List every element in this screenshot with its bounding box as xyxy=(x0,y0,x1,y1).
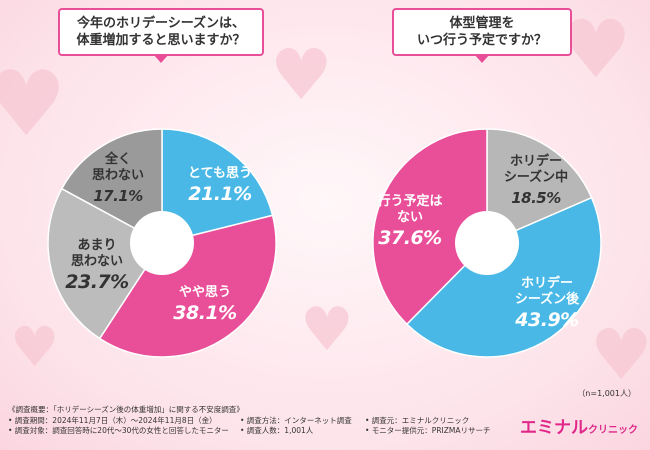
chart1-category-2-line-1: あまり xyxy=(77,238,117,253)
chart1-label-0: とても思う 21.1% xyxy=(188,166,252,206)
question-2-box: 体型管理を いつ行う予定ですか？ xyxy=(392,8,572,63)
chart1-category-0: とても思う xyxy=(188,166,252,181)
chart2-category-0-line-2: シーズン中 xyxy=(503,170,569,185)
question-1-line-1: 今年のホリデーシーズンは、 xyxy=(76,16,246,31)
chart1-label-2: あまり 思わない 23.7% xyxy=(65,238,129,294)
chart2-label-1: ホリデー シーズン後 43.9% xyxy=(515,276,579,332)
chart2-category-0-line-1: ホリデー xyxy=(509,154,563,169)
heart-decoration-icon: ♥ xyxy=(300,295,354,365)
question-1-box: 今年のホリデーシーズンは、 体重増加すると思いますか？ xyxy=(58,8,264,63)
note-target: • 調査対象：調査回答時に20代〜30代の女性と回答したモニター xyxy=(8,426,229,435)
note-count: • 調査人数：1,001人 xyxy=(240,426,314,435)
chart1-percent-0: 21.1% xyxy=(188,183,252,205)
chart1-label-3: 全く 思わない 17.1% xyxy=(92,152,144,208)
chart1-slice-3 xyxy=(60,128,163,245)
chart2-slice-2 xyxy=(372,128,488,326)
sample-size: （n=1,001人） xyxy=(577,389,636,398)
chart1-category-3-line-2: 思わない xyxy=(91,168,145,183)
heart-decoration-icon: ♥ xyxy=(590,314,650,396)
chart2-percent-2: 37.6% xyxy=(378,227,442,249)
question-2-line-1: 体型管理を xyxy=(449,16,515,31)
brand-logo: エミナルクリニック xyxy=(520,413,638,438)
question-1-line-2: 体重増加すると思いますか？ xyxy=(76,33,246,48)
chart2-category-2-line-1: 行う予定は xyxy=(377,194,443,209)
chart1-percent-3: 17.1% xyxy=(93,187,143,205)
brand-name: エミナル xyxy=(520,418,588,438)
note-method: • 調査方法：インターネット調査 xyxy=(240,415,352,425)
chart1-percent-1: 38.1% xyxy=(173,302,237,324)
heart-decoration-icon: ♥ xyxy=(0,52,67,157)
chart2-slice-1 xyxy=(405,196,602,358)
chart1-label-1: やや思う 38.1% xyxy=(173,285,237,325)
note-provider: • モニター提供元：PRIZMAリサーチ xyxy=(365,426,491,435)
note-period: • 調査期間：2024年11月7日（木）〜2024年11月8日（金） xyxy=(8,415,217,425)
chart2-label-0: ホリデー シーズン中 18.5% xyxy=(504,154,568,210)
brand-sub: クリニック xyxy=(588,425,638,436)
note-overview: 《調査概要：「ホリデーシーズン後の体重増加」に関する不安度調査》 xyxy=(8,405,244,414)
chart2-slice-0 xyxy=(486,128,593,245)
chart1-category-3-line-1: 全く xyxy=(104,152,132,167)
heart-decoration-icon: ♥ xyxy=(10,315,60,379)
chart2-category-1-line-1: ホリデー xyxy=(520,276,574,291)
chart2-category-1-line-2: シーズン後 xyxy=(514,292,580,307)
heart-decoration-icon: ♥ xyxy=(270,34,333,116)
chart1-slice-2 xyxy=(47,187,164,340)
chart1-slice-0 xyxy=(161,128,274,244)
chart1-percent-2: 23.7% xyxy=(65,271,129,293)
chart1-category-1: やや思う xyxy=(178,285,232,300)
question-2-line-2: いつ行う予定ですか？ xyxy=(416,33,547,48)
chart2-category-2-line-2: ない xyxy=(396,210,424,225)
chart1-slice-1 xyxy=(98,214,277,358)
chart1-category-2-line-2: 思わない xyxy=(70,254,124,269)
note-source: • 調査元：エミナルクリニック xyxy=(365,415,470,425)
chart2-donut-hole xyxy=(455,211,519,275)
survey-notes: 《調査概要：「ホリデーシーズン後の体重増加」に関する不安度調査》 • 調査期間：… xyxy=(8,405,491,437)
chart2-percent-1: 43.9% xyxy=(515,309,579,331)
chart1-donut-hole xyxy=(130,211,194,275)
chart2-label-2: 行う予定は ない 37.6% xyxy=(377,194,442,250)
chart2-percent-0: 18.5% xyxy=(511,189,561,207)
